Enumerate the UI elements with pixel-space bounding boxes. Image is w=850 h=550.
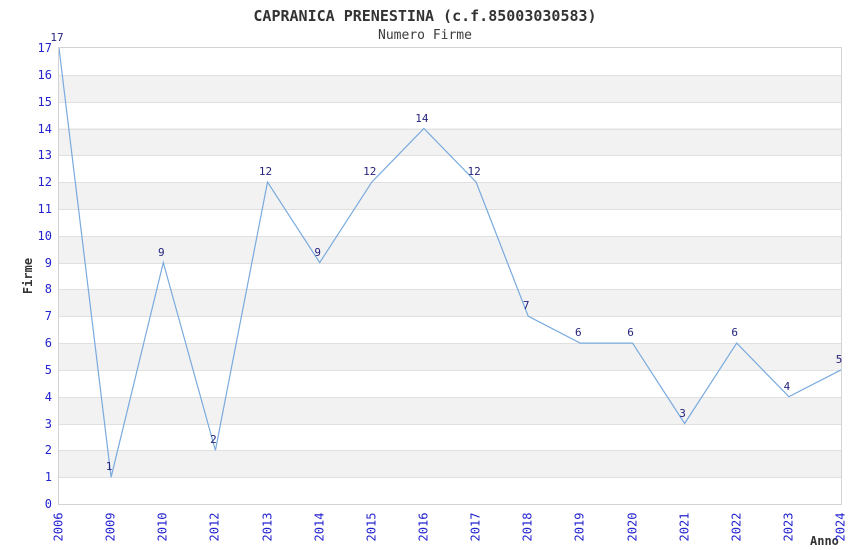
point-label: 12 — [467, 165, 481, 179]
x-tick-label: 2013 — [260, 512, 274, 542]
point-label: 6 — [627, 326, 634, 340]
chart-subtitle: Numero Firme — [378, 28, 472, 43]
y-tick-label: 8 — [44, 282, 52, 297]
y-tick-label: 2 — [44, 443, 52, 458]
gridline — [59, 343, 841, 345]
gridline — [59, 262, 841, 264]
x-tick-label: 2019 — [572, 512, 587, 542]
gridline — [59, 235, 841, 237]
plot-area: 17 1 9 2 12 9 12 14 12 7 6 6 3 6 4 5 — [50, 31, 843, 505]
x-axis-title: Anno — [810, 534, 839, 548]
point-label: 12 — [258, 165, 273, 179]
y-tick-label: 1 — [44, 470, 52, 485]
y-tick-label: 12 — [37, 175, 52, 190]
y-tick-label: 3 — [44, 416, 52, 431]
gridline — [59, 289, 841, 291]
grid-band — [59, 74, 841, 102]
gridline — [59, 396, 841, 398]
y-tick-label: 14 — [37, 121, 52, 136]
y-axis-title: Firme — [21, 257, 35, 295]
y-tick-label: 13 — [37, 148, 52, 163]
y-tick-label: 11 — [37, 201, 52, 216]
series-line — [59, 48, 841, 478]
x-tick-label: 2010 — [155, 512, 170, 542]
x-tick-label: 2006 — [51, 512, 66, 542]
series-svg — [59, 48, 841, 478]
gridline — [59, 369, 841, 371]
y-tick-label: 16 — [37, 67, 52, 82]
point-label: 6 — [574, 326, 582, 340]
plot-background — [59, 48, 841, 504]
gridline — [59, 128, 841, 130]
gridline — [59, 423, 841, 425]
x-tick-label: 2024 — [833, 512, 848, 542]
x-tick-label: 2022 — [729, 512, 744, 542]
grid-band — [59, 128, 841, 156]
x-tick-label: 2018 — [520, 512, 535, 542]
gridline — [59, 182, 841, 184]
point-label: 2 — [210, 433, 217, 447]
grid-band — [59, 289, 841, 317]
y-tick-label: 5 — [44, 362, 52, 377]
gridline — [59, 208, 841, 210]
y-tick-label: 6 — [44, 336, 52, 351]
x-tick-label: 2023 — [781, 512, 796, 542]
y-tick-label: 7 — [44, 309, 52, 324]
grid-band — [59, 182, 841, 209]
x-tick-label: 2021 — [677, 512, 692, 542]
gridline — [59, 101, 841, 103]
point-label: 6 — [731, 326, 738, 340]
point-label: 9 — [157, 245, 165, 259]
gridline — [59, 74, 841, 76]
y-tick-label: 15 — [37, 94, 52, 109]
y-tick-label: 9 — [44, 255, 52, 270]
chart-title: CAPRANICA PRENESTINA (c.f.85003030583) — [253, 7, 597, 25]
point-label: 7 — [522, 299, 530, 313]
gridline — [59, 316, 841, 318]
y-tick-label: 0 — [44, 497, 52, 511]
grid-band — [59, 235, 841, 263]
x-tick-label: 2017 — [468, 512, 483, 542]
point-label: 5 — [835, 352, 843, 366]
x-tick-label: 2015 — [364, 512, 379, 542]
point-label: 17 — [50, 31, 64, 44]
y-tick-label: 17 — [37, 41, 52, 55]
x-tick-label: 2014 — [312, 512, 327, 542]
point-label: 14 — [415, 111, 429, 125]
gridline — [59, 450, 841, 452]
x-tick-label: 2012 — [207, 512, 222, 542]
x-tick-label: 2020 — [625, 512, 639, 542]
grid-band — [59, 396, 841, 424]
y-tick-label: 10 — [37, 228, 52, 243]
point-label: 9 — [314, 245, 321, 259]
x-tick-label: 2016 — [416, 512, 431, 542]
y-tick-label: 4 — [44, 389, 52, 404]
gridline — [59, 477, 841, 479]
x-tick-label: 2009 — [103, 512, 118, 542]
point-label: 1 — [105, 460, 113, 474]
grid-band — [59, 450, 841, 478]
point-label: 4 — [783, 379, 791, 393]
point-label: 3 — [679, 406, 686, 420]
point-label: 12 — [363, 165, 377, 179]
